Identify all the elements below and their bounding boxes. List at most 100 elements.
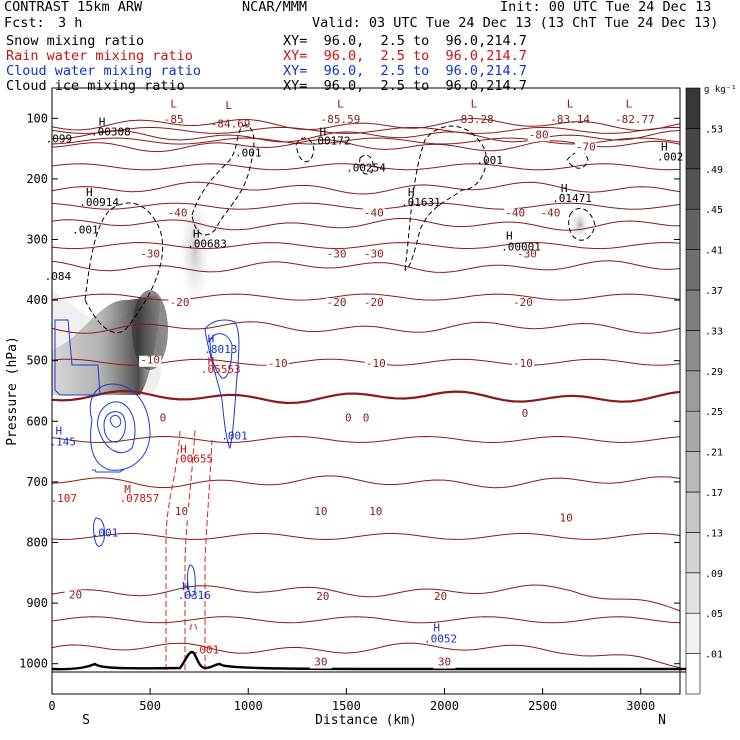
extremum-label: H bbox=[208, 333, 215, 346]
extremum-label: .001 bbox=[92, 526, 119, 539]
extremum-label: L bbox=[170, 97, 177, 110]
contour-label: 0 bbox=[363, 411, 370, 424]
isotherm-intermediate bbox=[51, 616, 681, 624]
colorbar: .01 .05 .09 .13 .17 .21 .25 .29 .33 .37 .41 .45 .49.… bbox=[685, 85, 737, 695]
contour-label-bg bbox=[64, 590, 87, 602]
colorbar-swatch bbox=[685, 532, 701, 574]
contour-label-bg bbox=[362, 298, 385, 310]
contour-label: -40 bbox=[541, 206, 561, 219]
contour-label-bg bbox=[151, 413, 174, 425]
contour-label: 0 bbox=[345, 411, 352, 424]
contour-label-bg bbox=[266, 358, 289, 370]
contour-label: -30 bbox=[140, 248, 160, 261]
contour-label: -10 bbox=[366, 357, 386, 370]
extremum-label: .00308 bbox=[91, 125, 131, 138]
extremum-label: H bbox=[193, 228, 200, 241]
contour-label-bg bbox=[309, 507, 332, 519]
contour-label: -30 bbox=[327, 248, 347, 261]
contour-label: -20 bbox=[513, 296, 533, 309]
extremum-label: .099 bbox=[46, 133, 73, 146]
colorbar-unit: g kg⁻¹ bbox=[704, 85, 737, 95]
contour-label-bg bbox=[309, 657, 332, 669]
y-tick-label: 600 bbox=[26, 414, 48, 428]
extremum-label: -84.69 bbox=[211, 117, 251, 130]
y-tick-label: 1000 bbox=[19, 657, 48, 671]
contour-label: -40 bbox=[364, 206, 384, 219]
contour-label: -30 bbox=[364, 248, 384, 261]
center-name: NCAR/MMM bbox=[242, 0, 308, 15]
colorbar-swatch bbox=[685, 289, 701, 331]
extremum-label: .001 bbox=[235, 146, 262, 159]
contour-label-bg bbox=[166, 208, 189, 220]
isotherm-0 bbox=[51, 389, 681, 405]
contour-label-bg bbox=[512, 298, 534, 310]
isotherm-intermediate bbox=[51, 293, 681, 301]
contour-label-bg bbox=[504, 208, 527, 220]
extremum-label: .07857 bbox=[119, 492, 159, 505]
extremum-label: .00683 bbox=[187, 237, 227, 250]
axes: 0 500 1000 1500 2000 2500 30001002003004005006… bbox=[5, 111, 680, 728]
extremum-label: H bbox=[506, 230, 513, 243]
plot-frame bbox=[51, 87, 681, 695]
contour-label-bg bbox=[515, 249, 538, 261]
extremum-label: H bbox=[208, 355, 215, 368]
isotherm-intermediate bbox=[51, 163, 681, 171]
contour-label: 10 bbox=[369, 505, 382, 518]
extremum-label: .00172 bbox=[311, 134, 351, 147]
colorbar-level-label: .25 bbox=[705, 407, 723, 418]
contour-label-bg bbox=[325, 249, 348, 261]
init-time: Init: 00 UTC Tue 24 Dec 13 bbox=[500, 0, 712, 15]
isotherm--20 bbox=[51, 260, 681, 273]
contour-label-bg bbox=[139, 249, 162, 261]
extremum-label: .084 bbox=[45, 270, 72, 283]
contour-label: 30 bbox=[438, 656, 451, 669]
contour-label-bg bbox=[337, 413, 360, 425]
field-name-rain: Rain water mixing ratio bbox=[6, 48, 193, 64]
contour-label: 0 bbox=[522, 407, 529, 420]
colorbar-swatch bbox=[685, 410, 701, 452]
colorbar-level-label: .17 bbox=[705, 488, 723, 499]
extremum-label: .01471 bbox=[552, 192, 592, 205]
extremum-label: .01631 bbox=[401, 196, 441, 209]
colorbar-swatch bbox=[685, 87, 701, 129]
extremum-label: H bbox=[86, 186, 93, 199]
y-tick-label: 900 bbox=[26, 596, 48, 610]
colorbar-level-label: .37 bbox=[705, 286, 723, 297]
extremum-label: H bbox=[182, 580, 189, 593]
extremum-label: H bbox=[56, 425, 63, 438]
y-tick-label: 500 bbox=[26, 354, 48, 368]
field-xy-rain: XY= 96.0, 2.5 to 96.0,214.7 bbox=[283, 48, 527, 64]
colorbar-swatch bbox=[685, 128, 701, 170]
extremum-label: H bbox=[561, 182, 568, 195]
colorbar-swatch bbox=[685, 370, 701, 412]
contour-label: -80 bbox=[529, 128, 549, 141]
y-tick-label: 800 bbox=[26, 536, 48, 550]
extremum-label: .145 bbox=[50, 436, 77, 449]
contour-label-bg bbox=[325, 298, 348, 310]
extremum-label: .001 bbox=[476, 154, 503, 167]
contour-label-bg bbox=[433, 657, 456, 669]
extremum-label: -85 bbox=[164, 113, 184, 126]
extremum-label: H bbox=[408, 186, 415, 199]
extremum-label: .00655 bbox=[173, 453, 213, 466]
valid-time: Valid: 03 UTC Tue 24 Dec 13 (13 ChT Tue … bbox=[312, 15, 719, 31]
contour-label: -70 bbox=[576, 140, 596, 153]
contour-label: -10 bbox=[268, 357, 288, 370]
colorbar-level-label: .09 bbox=[705, 569, 723, 580]
colorbar-level-label: .21 bbox=[705, 448, 723, 459]
colorbar-level-label: .41 bbox=[705, 246, 723, 257]
x-tick-label: 3000 bbox=[626, 699, 655, 713]
extremum-label: H bbox=[661, 140, 668, 153]
contour-labels: -80 -70 -40 -40 -40 -40 -30 -30 -30 -30 -20 -20 -20 -… bbox=[64, 128, 597, 669]
isotherm--40 bbox=[51, 181, 681, 195]
extremum-label: -82.77 bbox=[615, 113, 655, 126]
contour-label: 30 bbox=[314, 656, 327, 669]
colorbar-swatch bbox=[685, 208, 701, 250]
isotherm--85 bbox=[51, 117, 681, 131]
colorbar-swatch bbox=[685, 330, 701, 372]
x-tick-label: 500 bbox=[139, 699, 161, 713]
extremum-label: H bbox=[99, 116, 106, 129]
extremum-label: .001 bbox=[221, 429, 248, 442]
isotherm--10 bbox=[51, 321, 681, 334]
contour-label-bg bbox=[355, 413, 377, 425]
